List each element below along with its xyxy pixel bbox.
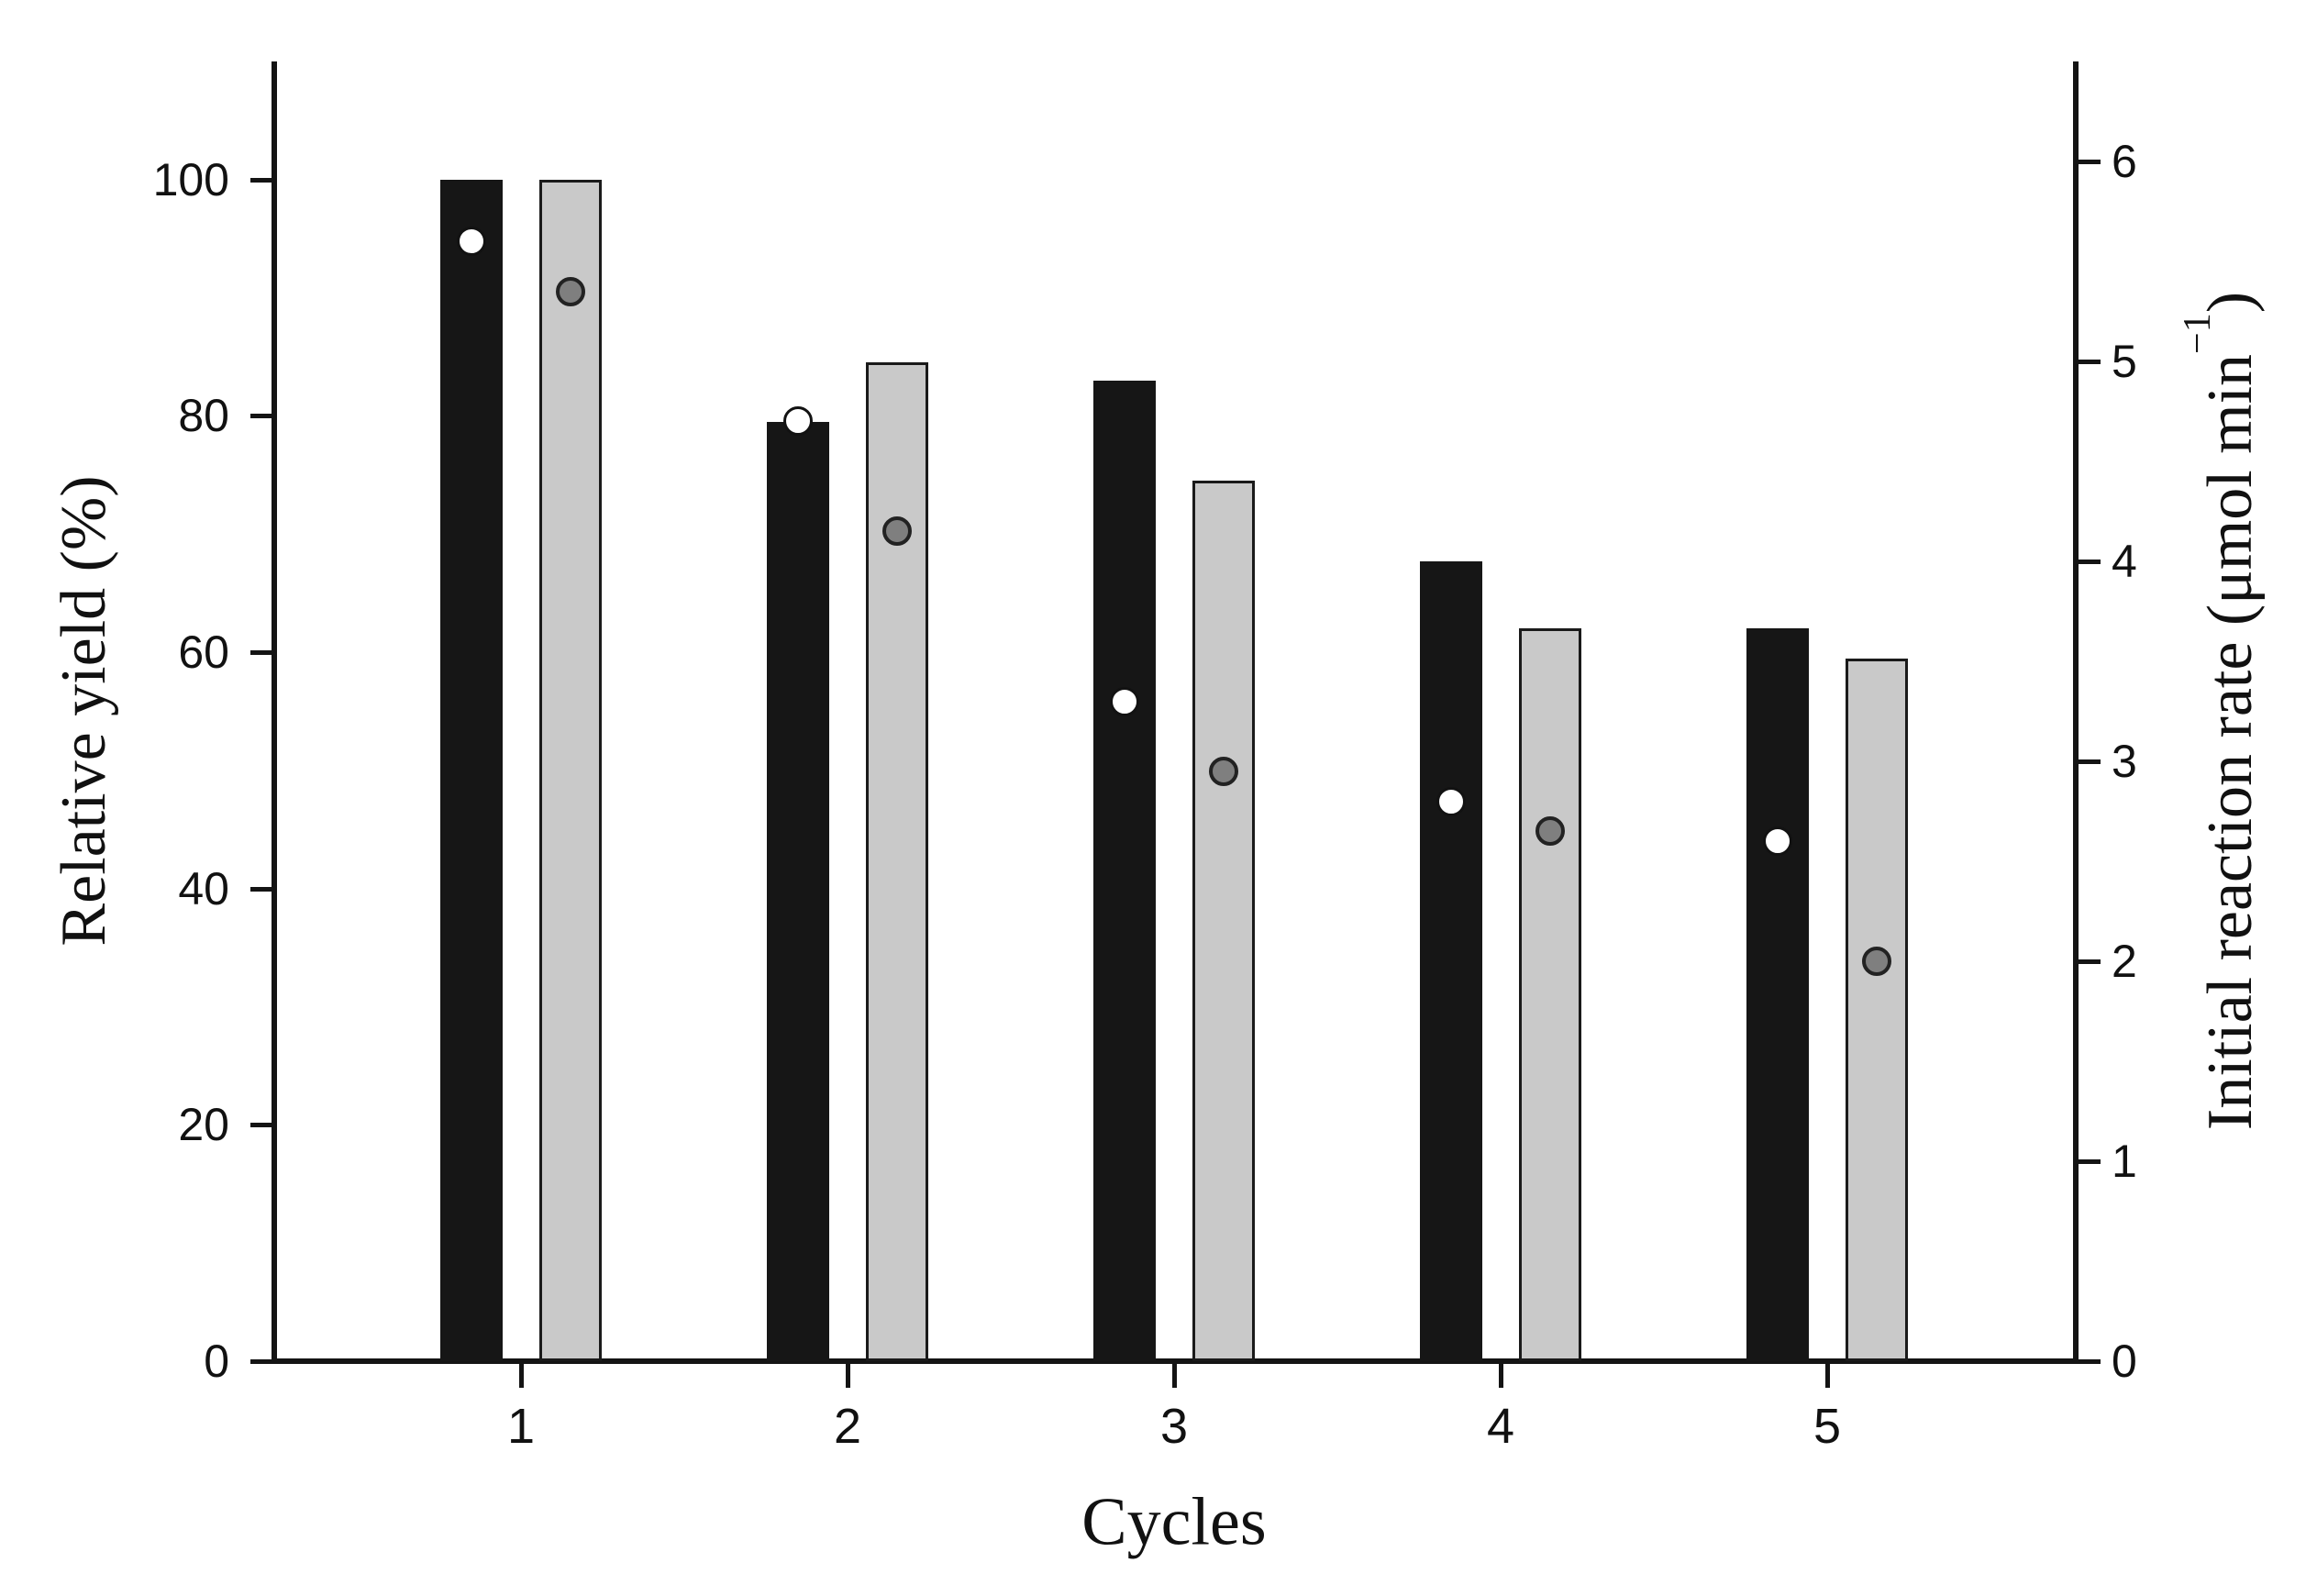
right-axis-title-pre: Initial reaction rate (μmol min bbox=[2195, 353, 2266, 1131]
x-axis-line bbox=[272, 1358, 2079, 1364]
bar-black-cycle-1 bbox=[440, 179, 503, 1361]
left-tick-label-20: 20 bbox=[178, 1099, 229, 1151]
bar-black-cycle-2 bbox=[767, 421, 829, 1361]
x-tick-3 bbox=[1172, 1364, 1177, 1388]
marker-white-cycle-2 bbox=[783, 406, 813, 437]
x-category-label-4: 4 bbox=[1486, 1399, 1515, 1454]
left-axis-title: Relative yield (%) bbox=[48, 475, 121, 946]
marker-white-cycle-4 bbox=[1436, 786, 1466, 816]
x-category-label-2: 2 bbox=[833, 1399, 862, 1454]
marker-gray-cycle-5 bbox=[1862, 947, 1891, 976]
right-tick-label-6: 6 bbox=[2112, 136, 2137, 187]
left-axis-title-text: Relative yield (%) bbox=[49, 475, 119, 947]
right-tick-1 bbox=[2077, 1159, 2101, 1164]
marker-gray-cycle-1 bbox=[556, 276, 585, 306]
bar-gray-cycle-4 bbox=[1519, 628, 1581, 1361]
bar-gray-cycle-3 bbox=[1192, 481, 1255, 1361]
left-tick-80 bbox=[250, 414, 274, 419]
y-axis-right-line bbox=[2073, 61, 2079, 1364]
left-tick-label-40: 40 bbox=[178, 862, 229, 914]
left-tick-label-80: 80 bbox=[178, 390, 229, 442]
right-axis-title-superscript: −1 bbox=[2176, 313, 2219, 354]
bar-gray-cycle-1 bbox=[539, 179, 602, 1361]
left-tick-label-0: 0 bbox=[204, 1336, 229, 1387]
x-category-label-5: 5 bbox=[1813, 1399, 1842, 1454]
right-tick-label-5: 5 bbox=[2112, 336, 2137, 387]
x-category-label-1: 1 bbox=[506, 1399, 536, 1454]
x-tick-1 bbox=[519, 1364, 524, 1388]
y-axis-left-line bbox=[272, 61, 277, 1364]
x-axis-title-text: Cycles bbox=[1081, 1484, 1267, 1560]
left-tick-label-100: 100 bbox=[152, 153, 229, 205]
marker-white-cycle-1 bbox=[457, 227, 486, 257]
bar-black-cycle-4 bbox=[1420, 560, 1482, 1361]
right-tick-6 bbox=[2077, 160, 2101, 164]
bar-black-cycle-5 bbox=[1746, 628, 1809, 1361]
left-tick-40 bbox=[250, 886, 274, 892]
right-tick-label-1: 1 bbox=[2112, 1136, 2137, 1187]
right-tick-label-0: 0 bbox=[2112, 1336, 2137, 1387]
x-tick-5 bbox=[1825, 1364, 1830, 1388]
right-axis-title-post: ) bbox=[2195, 291, 2266, 314]
right-tick-4 bbox=[2077, 560, 2101, 564]
x-tick-2 bbox=[846, 1364, 850, 1388]
marker-gray-cycle-4 bbox=[1535, 816, 1565, 847]
left-tick-20 bbox=[250, 1123, 274, 1128]
marker-gray-cycle-3 bbox=[1209, 756, 1238, 786]
left-tick-100 bbox=[250, 177, 274, 183]
marker-white-cycle-3 bbox=[1110, 686, 1139, 716]
marker-gray-cycle-2 bbox=[882, 516, 912, 547]
left-tick-label-60: 60 bbox=[178, 626, 229, 679]
bar-gray-cycle-5 bbox=[1846, 658, 1908, 1361]
x-category-label-3: 3 bbox=[1159, 1399, 1189, 1454]
right-tick-2 bbox=[2077, 959, 2101, 964]
right-tick-5 bbox=[2077, 360, 2101, 364]
x-tick-4 bbox=[1499, 1364, 1503, 1388]
right-tick-label-2: 2 bbox=[2112, 936, 2137, 987]
marker-white-cycle-5 bbox=[1763, 826, 1792, 857]
x-axis-title: Cycles bbox=[1081, 1484, 1266, 1562]
right-tick-3 bbox=[2077, 759, 2101, 764]
right-tick-label-3: 3 bbox=[2112, 736, 2137, 787]
bar-gray-cycle-2 bbox=[866, 362, 928, 1361]
bar-black-cycle-3 bbox=[1093, 380, 1156, 1361]
right-axis-title: Initial reaction rate (μmol min−1) bbox=[2177, 291, 2267, 1131]
right-tick-label-4: 4 bbox=[2112, 536, 2137, 587]
right-tick-0 bbox=[2077, 1359, 2101, 1364]
left-tick-0 bbox=[250, 1359, 274, 1364]
left-tick-60 bbox=[250, 650, 274, 656]
